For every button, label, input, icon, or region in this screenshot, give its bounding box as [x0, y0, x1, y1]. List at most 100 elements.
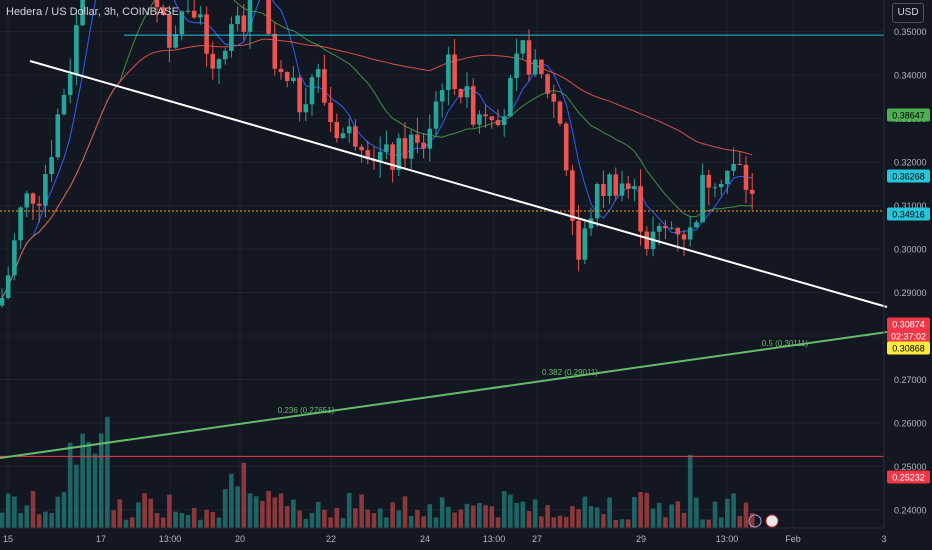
candle-body	[582, 228, 588, 260]
time-axis[interactable]: 15 17 13:00 20 22 24 13:00 27 29 13:00 Feb 3	[0, 527, 887, 544]
volume-bar	[452, 512, 457, 528]
volume-bar	[725, 498, 730, 528]
volume-bar	[216, 517, 222, 528]
volume-bar	[24, 505, 30, 528]
currency-button[interactable]: USD	[892, 3, 924, 23]
candle-body	[656, 226, 662, 232]
volume-bar	[80, 433, 85, 528]
volume-bar	[247, 493, 253, 528]
volume-bar	[272, 497, 278, 528]
volume-bar	[309, 513, 315, 528]
candle-body	[694, 222, 699, 228]
volume-bar	[495, 517, 501, 528]
candle-body	[167, 15, 172, 48]
candle-body	[235, 15, 240, 25]
volume-bar	[545, 505, 550, 528]
fib-level-label: 0.236 (0.27651)	[278, 406, 335, 415]
volume-bar	[669, 504, 674, 528]
candle-body	[725, 170, 730, 184]
volume-bar	[477, 502, 482, 528]
price-label-text: 0.30874	[892, 320, 925, 330]
volume-bar	[384, 517, 389, 528]
volume-bar	[0, 512, 5, 528]
volume-bar	[303, 518, 309, 528]
volume-bar	[557, 515, 563, 528]
volume-bar	[594, 507, 600, 528]
volume-bar	[61, 492, 67, 528]
volume-bar	[532, 499, 538, 528]
candle-body	[489, 116, 495, 121]
candle-body	[396, 138, 402, 170]
volume-bar	[253, 496, 259, 528]
price-labels: 0.38647 0.36268 0.34916 0.30874 02:37:02 0.30…	[887, 108, 930, 484]
volume-bar	[520, 501, 526, 528]
volume-bar	[508, 494, 513, 528]
ascending-trendline	[0, 331, 888, 459]
volume-bar	[408, 516, 414, 528]
candle-body	[712, 187, 718, 189]
price-label-text: 02:37:02	[891, 332, 926, 342]
volume-bar	[650, 508, 656, 528]
volume-bar	[681, 512, 687, 528]
volume-bar	[67, 442, 73, 528]
volume-bar	[340, 518, 346, 528]
candle-body	[638, 186, 643, 232]
volume-bar	[749, 513, 755, 528]
x-tick-label: 3	[881, 534, 886, 544]
candle-body	[625, 183, 631, 190]
candle-body	[278, 68, 284, 73]
volume-bar	[111, 510, 116, 528]
volume-bar	[675, 501, 681, 528]
candle-body	[470, 86, 476, 125]
candle-body	[545, 74, 550, 94]
candle-body	[0, 298, 5, 306]
price-label-box	[887, 169, 930, 183]
ma-slow-line	[1, 38, 753, 299]
volume-bar	[396, 510, 402, 528]
candle-body	[477, 114, 482, 125]
price-label-text: 0.25232	[892, 473, 925, 483]
candle-body	[359, 146, 364, 151]
volume-bar	[353, 508, 358, 528]
y-tick-label: 0.32000	[894, 158, 927, 168]
x-tick-label: 17	[96, 534, 106, 544]
candle-body	[508, 77, 513, 117]
price-label-text: 0.36268	[892, 172, 925, 182]
volume-bar	[526, 511, 532, 528]
candles	[0, 0, 755, 308]
volume-bar	[129, 517, 135, 528]
volume-bar	[92, 453, 98, 528]
price-label-text: 0.34916	[892, 210, 925, 220]
volume-bar	[632, 497, 637, 528]
volume-bar	[123, 519, 129, 528]
volume-bar	[427, 504, 433, 528]
volume-bar	[284, 505, 290, 528]
x-tick-label: 13:00	[716, 534, 739, 544]
volume-bar	[588, 506, 594, 528]
candle-body	[669, 227, 674, 229]
drawings[interactable]: 0.236 (0.27651) 0.382 (0.29011) 0.5 (0.301…	[0, 0, 888, 528]
volume-bar	[446, 506, 451, 528]
volume-bar	[563, 516, 569, 528]
candle-body	[353, 126, 358, 147]
fib-level-label: 0.5 (0.30111)	[762, 339, 809, 348]
candle-body	[594, 184, 600, 219]
candle-body	[340, 133, 346, 139]
price-label-text: 0.30868	[892, 344, 925, 354]
volume-bar	[415, 509, 420, 528]
y-tick-label: 0.27000	[894, 375, 927, 385]
volume-bar	[322, 509, 327, 528]
volume-bar	[501, 491, 507, 528]
candle-body	[613, 174, 619, 196]
volume-bar	[148, 498, 154, 528]
candle-body	[402, 138, 408, 159]
candle-body	[74, 25, 79, 75]
flag-icon	[765, 514, 779, 528]
x-tick-label: 15	[3, 534, 13, 544]
volume-bar	[74, 464, 79, 528]
candle-body	[67, 74, 73, 95]
volume-bar	[229, 473, 234, 528]
candle-body	[377, 151, 383, 162]
candle-body	[384, 144, 389, 152]
